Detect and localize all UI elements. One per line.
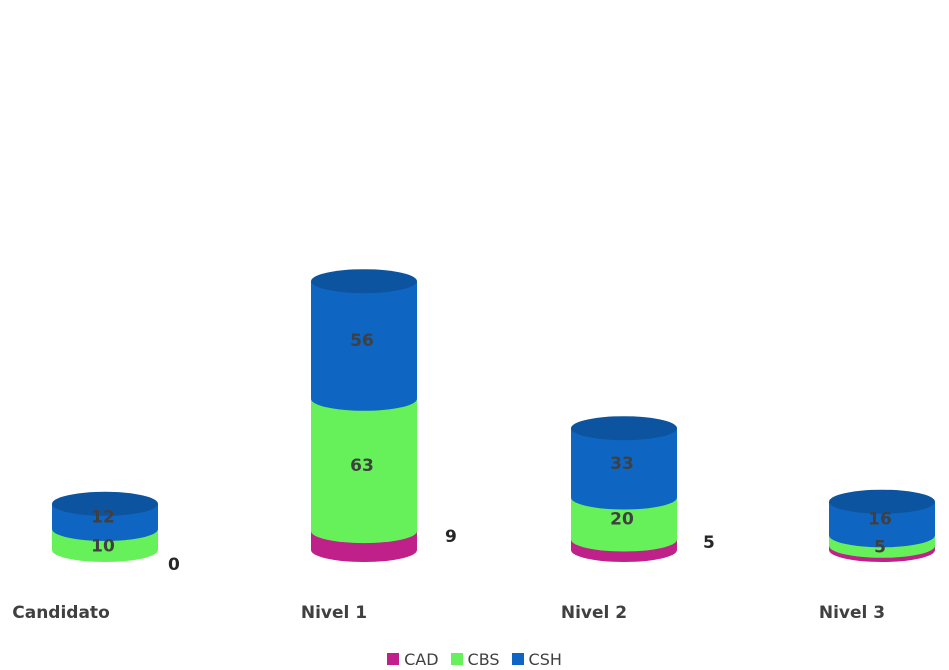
column-nivel-2: 5 20 33 <box>571 416 715 562</box>
data-label-csh-2: 33 <box>610 454 634 474</box>
stacked-cylinder-chart: 0 10 12 9 63 56 5 20 33 2516 Candidato Nivel 1 Nive… <box>12 269 935 623</box>
bar-csh-2 <box>571 428 677 510</box>
legend-item-cbs: CBS <box>450 649 500 669</box>
column-nivel-1: 9 63 56 <box>311 269 457 562</box>
cylinder-top-cap <box>52 491 158 516</box>
legend-label: CSH <box>528 649 562 669</box>
category-label: Candidato <box>12 603 110 623</box>
cylinder-top-cap <box>829 489 935 514</box>
legend-swatch <box>511 653 524 665</box>
data-label-csh-0: 12 <box>91 507 115 527</box>
legend-item-csh: CSH <box>511 649 562 669</box>
data-label-cbs-2: 20 <box>610 510 634 530</box>
cylinder-top-cap <box>311 269 417 294</box>
column-nivel-3: 2516 <box>829 489 935 562</box>
data-label-cad-1: 9 <box>445 527 457 547</box>
data-label-csh-3: 16 <box>868 510 892 530</box>
legend-swatch <box>450 653 463 665</box>
legend-swatch <box>387 653 400 665</box>
chart-legend: CAD CBS CSH <box>0 648 949 670</box>
data-label-csh-1: 56 <box>350 331 374 351</box>
category-label: Nivel 1 <box>301 603 367 623</box>
bar-cbs-1 <box>311 398 417 544</box>
category-label: Nivel 3 <box>819 603 885 623</box>
bar-csh-1 <box>311 281 417 411</box>
legend-label: CBS <box>467 649 500 669</box>
bar-csh-3 <box>829 501 935 548</box>
cylinder-top-cap <box>571 416 677 441</box>
data-label-cbs-1: 63 <box>350 456 374 476</box>
column-candidato: 0 10 12 <box>52 491 180 575</box>
data-label-cad-0: 0 <box>168 555 180 575</box>
legend-label: CAD <box>404 649 439 669</box>
data-label-cad-2: 5 <box>703 533 715 553</box>
data-label-cbs-0: 10 <box>91 537 115 557</box>
data-label-cbs-3: 5 <box>874 538 886 558</box>
legend-item-cad: CAD <box>387 649 439 669</box>
category-label: Nivel 2 <box>561 603 627 623</box>
bar-cbs-2 <box>571 497 677 552</box>
